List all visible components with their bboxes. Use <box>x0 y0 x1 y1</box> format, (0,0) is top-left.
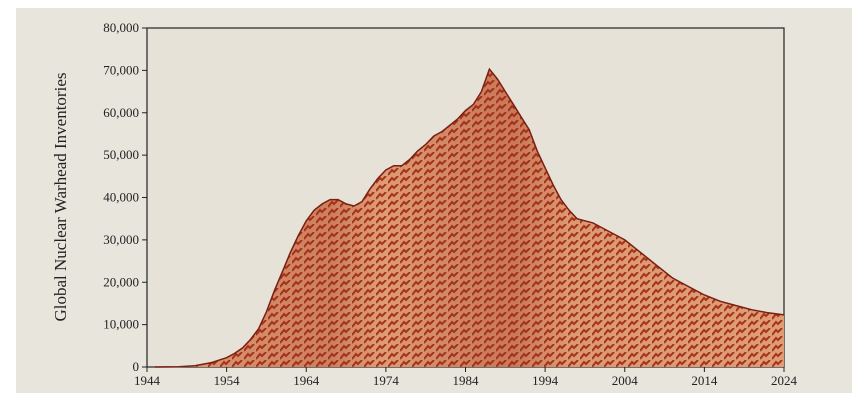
y-tick-label: 20,000 <box>103 274 139 289</box>
area-layer <box>154 67 785 368</box>
y-axis: 0 10,000 20,000 30,000 40,000 50,000 60,000 70,… <box>103 20 147 374</box>
y-tick-label: 50,000 <box>103 147 139 162</box>
chart-frame: 0 10,000 20,000 30,000 40,000 50,000 60,000 70,… <box>16 8 852 393</box>
y-axis-title: Global Nuclear Warhead Inventories <box>51 73 70 322</box>
x-tick-label: 1984 <box>453 373 480 388</box>
y-tick-label: 10,000 <box>103 317 139 332</box>
x-tick-label: 1944 <box>134 373 161 388</box>
x-tick-label: 1964 <box>293 373 320 388</box>
y-tick-label: 30,000 <box>103 232 139 247</box>
x-tick-label: 2014 <box>691 373 718 388</box>
x-tick-label: 1974 <box>373 373 400 388</box>
y-tick-label: 40,000 <box>103 190 139 205</box>
x-tick-label: 2004 <box>612 373 639 388</box>
x-tick-label: 1994 <box>532 373 559 388</box>
x-tick-label: 2024 <box>771 373 798 388</box>
y-tick-label: 0 <box>133 359 140 374</box>
y-tick-label: 80,000 <box>103 20 139 35</box>
series-area-shading <box>155 69 784 367</box>
x-axis: 1944 1954 1964 1974 1984 1994 2004 2014 2024 <box>134 367 798 388</box>
chart-svg: 0 10,000 20,000 30,000 40,000 50,000 60,000 70,… <box>51 20 798 388</box>
y-tick-label: 60,000 <box>103 105 139 120</box>
series-line <box>154 67 785 368</box>
x-tick-label: 1954 <box>214 373 241 388</box>
y-tick-label: 70,000 <box>103 62 139 77</box>
